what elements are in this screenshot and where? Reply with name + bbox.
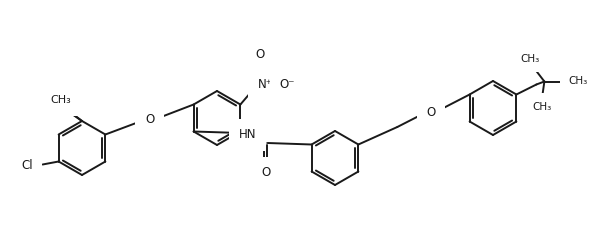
Text: N⁺: N⁺ [258, 78, 272, 91]
Text: CH₃: CH₃ [521, 54, 540, 64]
Text: HN: HN [239, 129, 256, 142]
Text: O: O [261, 166, 270, 179]
Text: CH₃: CH₃ [568, 76, 588, 86]
Text: CH₃: CH₃ [48, 97, 69, 107]
Text: Cl: Cl [21, 159, 33, 172]
Text: CH₃: CH₃ [533, 101, 552, 111]
Text: O: O [256, 49, 265, 61]
Text: O: O [145, 113, 154, 126]
Text: CH₃: CH₃ [51, 95, 72, 105]
Text: O: O [426, 105, 435, 119]
Text: O⁻: O⁻ [279, 78, 295, 91]
